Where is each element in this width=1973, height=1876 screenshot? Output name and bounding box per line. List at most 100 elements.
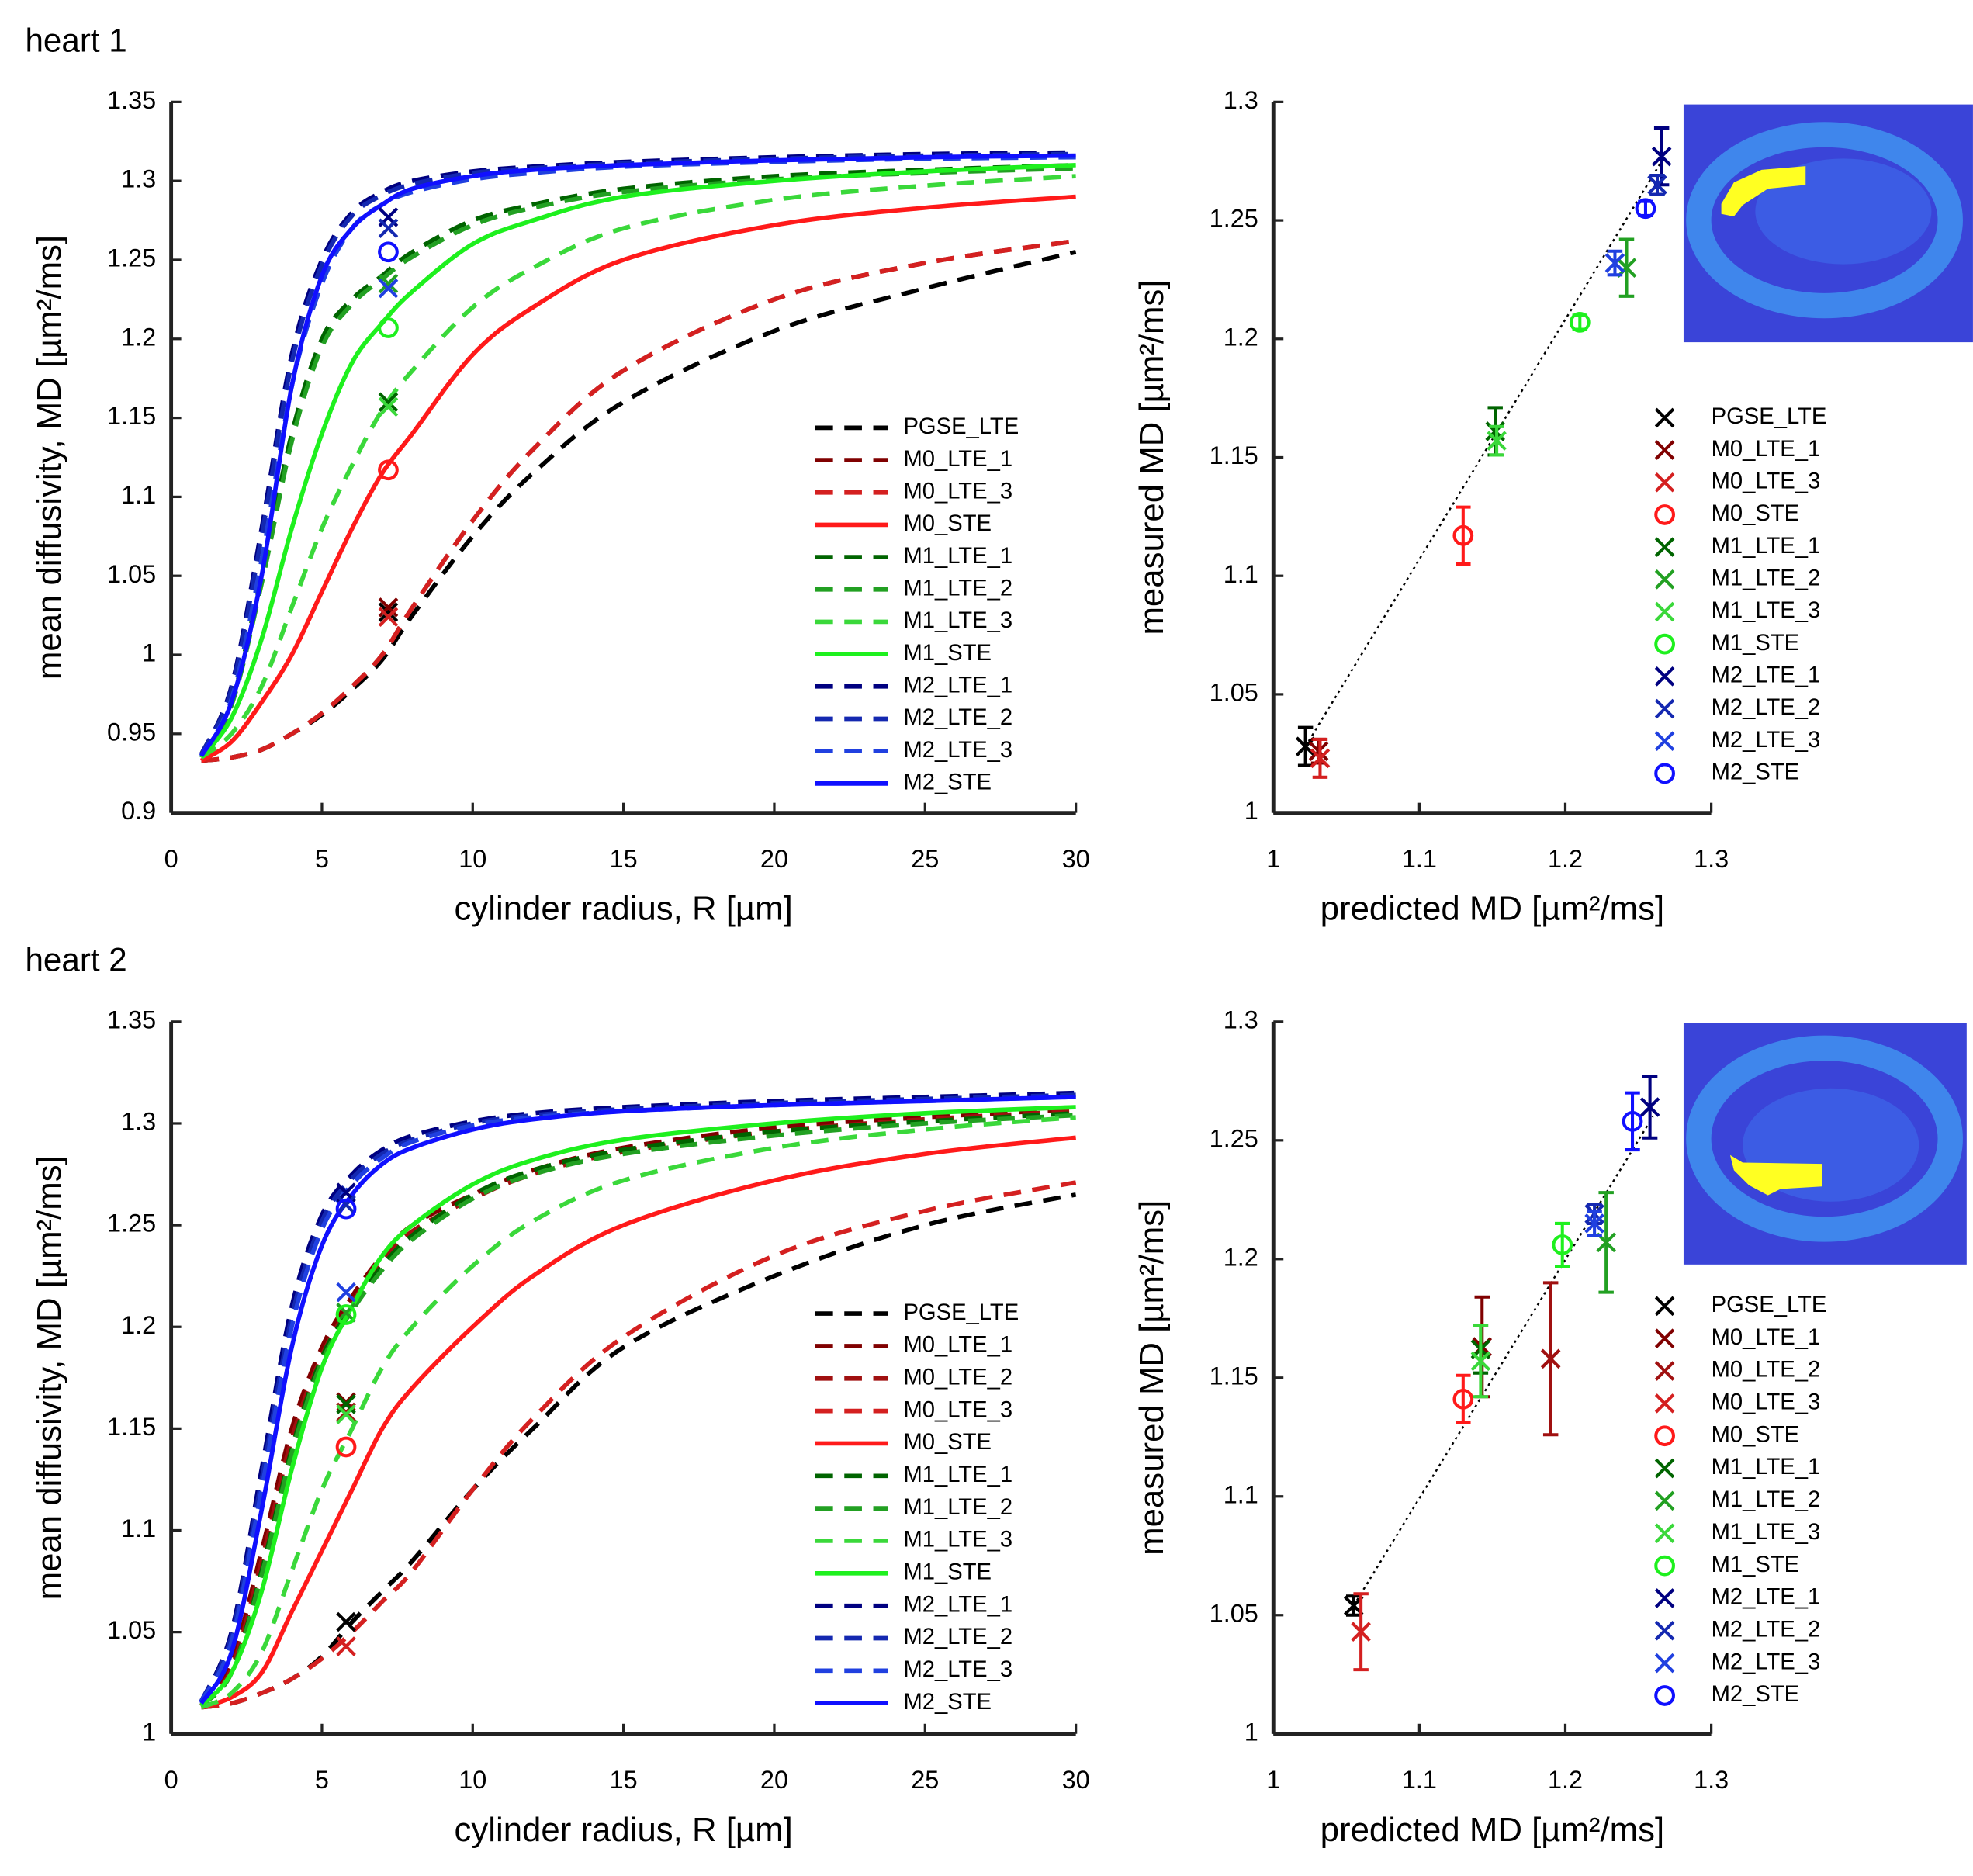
y-axis-title: measured MD [µm²/ms] — [1133, 279, 1171, 635]
legend-label: M1_LTE_2 — [1712, 566, 1821, 591]
legend-label: M2_LTE_1 — [1712, 1585, 1821, 1610]
data-point — [1540, 1348, 1561, 1369]
curve — [200, 1135, 1076, 1710]
x-tick-label: 0 — [164, 845, 178, 873]
measured-point — [378, 602, 399, 622]
x-tick-label: 5 — [315, 845, 329, 873]
x-tick-label: 1.2 — [1548, 1766, 1583, 1794]
legend-label: M1_LTE_1 — [903, 544, 1012, 569]
error-bar — [1456, 1373, 1471, 1424]
legend-swatch — [1654, 1328, 1675, 1348]
y-tick-label: 1.2 — [1224, 323, 1258, 351]
y-tick-label: 1.1 — [121, 481, 156, 509]
measured-point — [378, 273, 399, 294]
legend-swatch — [1654, 537, 1675, 557]
y-tick-label: 1.1 — [1224, 1480, 1258, 1508]
x-axis-title: cylinder radius, R [µm] — [455, 890, 793, 928]
y-tick-label: 1.25 — [1210, 205, 1258, 233]
legend-swatch — [1654, 1653, 1675, 1674]
y-tick-label: 1 — [142, 1718, 156, 1746]
fit-line — [1352, 1116, 1654, 1607]
legend-swatch — [1654, 1296, 1675, 1317]
y-tick-label: 1.05 — [1210, 1599, 1258, 1627]
y-tick-label: 1 — [142, 639, 156, 667]
legend-swatch — [1654, 633, 1675, 655]
legend-label: M0_STE — [1712, 1422, 1800, 1447]
inset-image — [1683, 104, 1973, 343]
x-axis-title: predicted MD [µm²/ms] — [1321, 890, 1665, 928]
data-point — [1351, 1622, 1371, 1642]
x-tick-label: 0 — [164, 1766, 178, 1794]
legend-swatch — [1654, 601, 1675, 622]
legend-label: M2_LTE_3 — [903, 1657, 1012, 1682]
measured-point — [378, 218, 399, 239]
y-tick-label: 1.2 — [121, 1311, 156, 1339]
measured-point — [335, 1436, 357, 1458]
legend-label: M1_STE — [1712, 631, 1800, 656]
curve — [199, 1105, 1076, 1708]
measured-point — [336, 1195, 356, 1215]
y-tick-label: 1.15 — [1210, 1362, 1258, 1390]
measured-point — [378, 597, 399, 618]
legend-label: M2_STE — [1712, 1682, 1800, 1707]
legend-label: M2_LTE_1 — [903, 673, 1012, 698]
legend-label: M1_LTE_3 — [1712, 598, 1821, 623]
legend-label: M2_LTE_3 — [903, 738, 1012, 763]
data-point — [1639, 1097, 1660, 1117]
legend-swatch — [1654, 1523, 1675, 1544]
legend-label: M2_LTE_1 — [903, 1592, 1012, 1617]
measured-point — [378, 607, 399, 627]
legend-label: M2_LTE_1 — [1712, 663, 1821, 688]
x-tick-label: 20 — [760, 845, 788, 873]
error-bar — [1625, 1091, 1640, 1152]
legend-label: M0_LTE_3 — [1712, 469, 1821, 493]
legend-label: M0_LTE_1 — [903, 447, 1012, 472]
legend-label: M0_LTE_1 — [1712, 437, 1821, 462]
legend-label: M1_STE — [1712, 1552, 1800, 1577]
data-point — [1635, 198, 1656, 220]
measured-point — [378, 392, 399, 413]
x-tick-label: 1 — [1266, 1766, 1280, 1794]
y-tick-label: 1 — [1244, 1718, 1258, 1746]
legend-label: M1_LTE_3 — [903, 1528, 1012, 1552]
measured-point — [336, 1611, 356, 1632]
legend-swatch — [1654, 1490, 1675, 1511]
data-point — [1651, 146, 1672, 167]
legend-swatch — [1654, 440, 1675, 460]
legend-swatch — [1654, 1425, 1675, 1447]
x-tick-label: 1.2 — [1548, 845, 1583, 873]
legend-swatch — [1654, 1685, 1675, 1706]
y-tick-label: 1.25 — [107, 244, 156, 272]
legend-label: M0_LTE_3 — [903, 1397, 1012, 1422]
legend-label: M2_STE — [903, 1690, 992, 1715]
data-point — [1569, 312, 1591, 333]
curve — [201, 238, 1077, 763]
y-tick-label: 1.05 — [1210, 678, 1258, 706]
y-tick-label: 1.1 — [121, 1514, 156, 1542]
x-tick-label: 1.1 — [1402, 1766, 1437, 1794]
legend-label: M1_LTE_2 — [903, 1495, 1012, 1520]
legend-swatch — [1654, 666, 1675, 687]
legend-label: M1_LTE_1 — [1712, 1455, 1821, 1480]
curve — [199, 153, 1076, 757]
legend-label: PGSE_LTE — [903, 1300, 1019, 1325]
measured-point — [336, 1636, 356, 1656]
data-point — [1452, 1388, 1474, 1410]
data-point — [1470, 1351, 1491, 1372]
y-tick-label: 1.35 — [107, 86, 156, 114]
data-point — [1604, 253, 1625, 273]
y-tick-label: 1.3 — [121, 1108, 156, 1136]
data-point — [1584, 1213, 1604, 1234]
legend-swatch — [1654, 407, 1675, 428]
x-axis-title: predicted MD [µm²/ms] — [1321, 1811, 1665, 1849]
data-point — [1310, 748, 1331, 769]
x-tick-label: 30 — [1062, 1766, 1090, 1794]
x-tick-label: 25 — [911, 1766, 939, 1794]
legend-label: M2_LTE_3 — [1712, 728, 1821, 753]
measured-point — [378, 459, 399, 481]
legend-swatch — [1654, 1620, 1675, 1641]
x-axis-title: cylinder radius, R [µm] — [455, 1811, 793, 1849]
legend-label: M0_LTE_3 — [903, 479, 1012, 504]
x-tick-label: 15 — [610, 845, 638, 873]
y-tick-label: 1.15 — [107, 1413, 156, 1441]
